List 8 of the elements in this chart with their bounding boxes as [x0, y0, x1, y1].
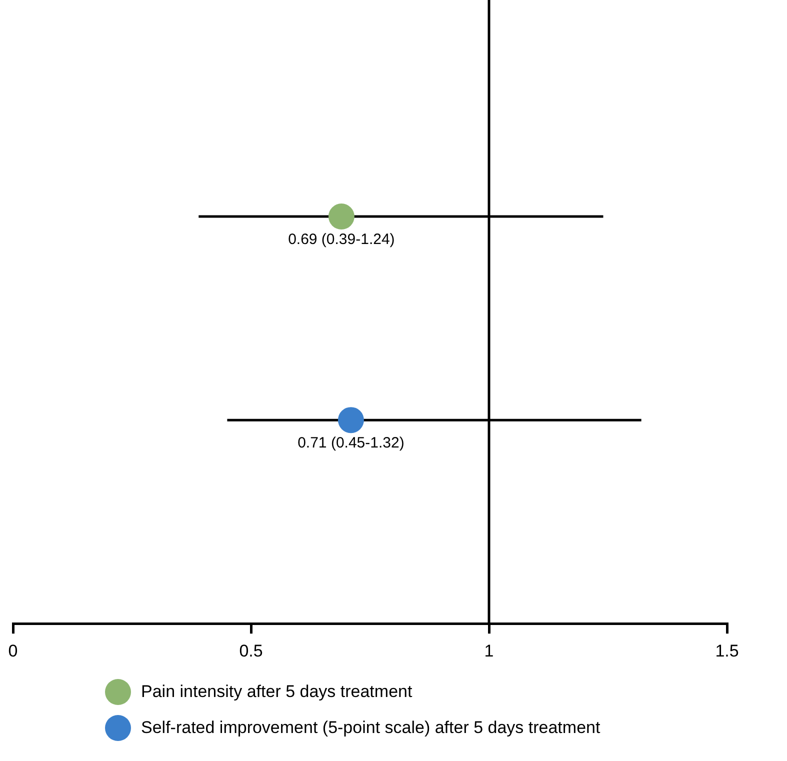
legend-label: Self-rated improvement (5-point scale) after 5 days treatment: [141, 718, 600, 738]
x-tick-label: 0.5: [239, 641, 263, 660]
data-label: 0.69 (0.39-1.24): [288, 231, 395, 248]
x-tick-label: 0: [8, 641, 18, 660]
x-tick-label: 1.5: [715, 641, 739, 660]
x-tick-label: 1: [484, 641, 494, 660]
data-label: 0.71 (0.45-1.32): [298, 434, 404, 452]
legend-label: Pain intensity after 5 days treatment: [141, 682, 412, 702]
